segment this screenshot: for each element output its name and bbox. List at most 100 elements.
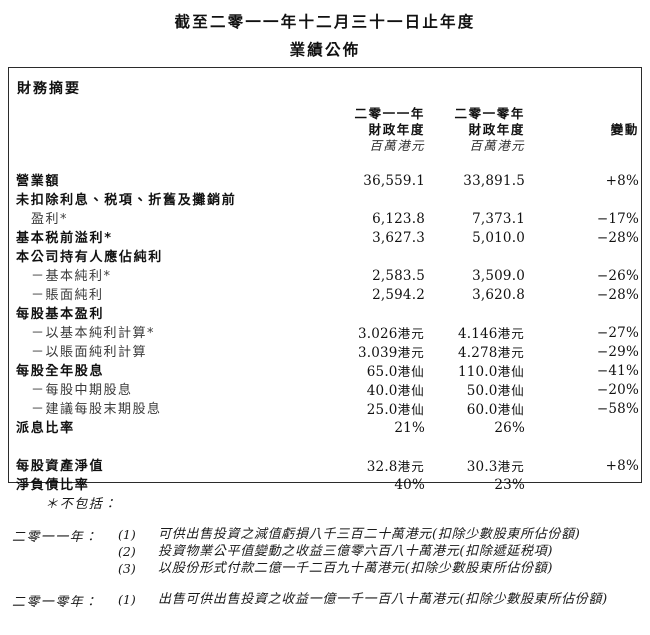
footnote-group: 二零一一年： (1) 可供出售投資之減值虧損八千三百二十萬港元(扣除少數股東所佔份額… [0, 526, 650, 577]
value-fy2010: 60.0港仙 [466, 402, 525, 418]
value-unit: 港元 [497, 345, 525, 360]
column-header-fy2010-unit: 百萬港元 [469, 138, 525, 153]
value-fy2010: 50.0港仙 [466, 383, 525, 399]
value-fy2011: 65.0港仙 [366, 364, 425, 380]
column-header-fy2010: 二零一零年 財政年度 百萬港元 [454, 106, 525, 154]
value-change: −17% [596, 211, 639, 227]
value-change: −20% [596, 382, 639, 398]
financial-summary-rows: 營業額 36,559.1 33,891.5 +8% 未扣除利息、税項、折舊及攤銷前盈利*… [9, 172, 641, 495]
table-row: －以賬面純利計算 3.039港元 4.278港元 −29% [9, 343, 641, 362]
table-row: 淨負債比率 40% 23% [9, 476, 641, 495]
column-header-fy2011-year: 二零一一年 [354, 106, 425, 121]
column-header-change: 變動 [610, 122, 639, 137]
column-header-fy2010-year: 二零一零年 [454, 106, 525, 121]
row-label: 派息比率 [16, 421, 75, 436]
row-label: 每股基本盈利 [16, 307, 105, 322]
table-row: 每股全年股息 65.0港仙 110.0港仙 −41% [9, 362, 641, 381]
table-row: －基本純利* 2,583.5 3,509.0 −26% [9, 267, 641, 286]
value-change: −29% [596, 344, 639, 360]
footnote-marker: (1) [118, 592, 136, 607]
table-row: 未扣除利息、税項、折舊及攤銷前 [9, 191, 641, 210]
value-fy2010: 7,373.1 [472, 211, 525, 227]
value-change: −58% [596, 401, 639, 417]
table-row: 每股資產淨值 32.8港元 30.3港元 +8% [9, 457, 641, 476]
row-label: 未扣除利息、税項、折舊及攤銷前 [16, 193, 237, 208]
value-fy2010: 3,509.0 [472, 268, 525, 284]
footnote-year-label: 二零一一年： [12, 530, 99, 545]
table-row: －賬面純利 2,594.2 3,620.8 −28% [9, 286, 641, 305]
value-unit: 港仙 [497, 383, 525, 398]
table-row: 每股基本盈利 [9, 305, 641, 324]
table-column-headers: 二零一一年 財政年度 百萬港元 二零一零年 財政年度 百萬港元 變動 [9, 106, 641, 168]
table-row: 本公司持有人應佔純利 [9, 248, 641, 267]
value-fy2010: 30.3港元 [466, 459, 525, 475]
value-unit: 港仙 [397, 383, 425, 398]
value-fy2011: 2,583.5 [372, 268, 425, 284]
value-fy2011: 3.026港元 [357, 326, 425, 342]
row-label: －賬面純利 [31, 288, 104, 303]
table-row-spacer [9, 438, 641, 457]
column-header-fy2011-unit: 百萬港元 [369, 138, 425, 153]
value-change: −41% [596, 363, 639, 379]
footnote-year-label: 二零一零年： [12, 595, 99, 610]
value-unit: 港元 [497, 326, 525, 341]
footnote-marker: (2) [118, 544, 136, 559]
value-fy2010: 4.278港元 [457, 345, 525, 361]
value-fy2010: 5,010.0 [472, 230, 525, 246]
table-row: 營業額 36,559.1 33,891.5 +8% [9, 172, 641, 191]
footnote-text: 可供出售投資之減值虧損八千三百二十萬港元(扣除少數股東所佔份額) [158, 527, 581, 542]
footnote-item: (2) 投資物業公平值變動之收益三億零六百八十萬港元(扣除遞延税項) [0, 543, 650, 560]
footnote-text: 以股份形式付款二億一千二百九十萬港元(扣除少數股東所佔份額) [158, 561, 554, 576]
column-header-fy2010-period: 財政年度 [468, 122, 525, 137]
footnote-list: (1) 出售可供出售投資之收益一億一千一百八十萬港元(扣除少數股東所佔份額) [0, 591, 650, 608]
table-row: 派息比率 21% 26% [9, 419, 641, 438]
value-fy2011: 40.0港仙 [366, 383, 425, 399]
row-label: 每股資產淨值 [16, 459, 105, 474]
footnote-marker: (1) [118, 527, 136, 542]
table-row: 基本税前溢利* 3,627.3 5,010.0 −28% [9, 229, 641, 248]
row-label: 盈利* [31, 212, 69, 227]
footnote-group: 二零一零年： (1) 出售可供出售投資之收益一億一千一百八十萬港元(扣除少數股東所佔… [0, 591, 650, 610]
footnotes-section: ＊不包括： 二零一一年： (1) 可供出售投資之減值虧損八千三百二十萬港元(扣除少數… [0, 493, 650, 610]
table-row: 盈利* 6,123.8 7,373.1 −17% [9, 210, 641, 229]
value-fy2011: 21% [394, 420, 425, 436]
row-label: －每股中期股息 [31, 383, 133, 398]
row-label: －以基本純利計算* [31, 326, 156, 341]
value-unit: 港元 [397, 459, 425, 474]
footnote-text: 投資物業公平值變動之收益三億零六百八十萬港元(扣除遞延税項) [158, 544, 554, 559]
table-row: －每股中期股息 40.0港仙 50.0港仙 −20% [9, 381, 641, 400]
footnote-text: 出售可供出售投資之收益一億一千一百八十萬港元(扣除少數股東所佔份額) [158, 592, 608, 607]
value-fy2011: 40% [394, 477, 425, 493]
table-row: －建議每股末期股息 25.0港仙 60.0港仙 −58% [9, 400, 641, 419]
row-label: 每股全年股息 [16, 364, 105, 379]
value-change: −26% [596, 268, 639, 284]
footnote-item: (3) 以股份形式付款二億一千二百九十萬港元(扣除少數股東所佔份額) [0, 560, 650, 577]
footnote-item: (1) 出售可供出售投資之收益一億一千一百八十萬港元(扣除少數股東所佔份額) [0, 591, 650, 608]
row-label: －基本純利* [31, 269, 112, 284]
value-fy2011: 3,627.3 [372, 230, 425, 246]
value-unit: 港仙 [497, 402, 525, 417]
value-fy2010: 110.0港仙 [457, 364, 525, 380]
document-title-line-1: 截至二零一一年十二月三十一日止年度 [174, 13, 476, 31]
value-change: −27% [596, 325, 639, 341]
financial-summary-box: 財務摘要 二零一一年 財政年度 百萬港元 二零一零年 財政年度 百萬港元 變動 … [8, 67, 642, 493]
value-fy2011: 25.0港仙 [366, 402, 425, 418]
row-label: 本公司持有人應佔純利 [16, 250, 164, 265]
value-fy2010: 23% [494, 477, 525, 493]
value-change: +8% [605, 173, 639, 189]
value-unit: 港元 [397, 326, 425, 341]
value-change: +8% [605, 458, 639, 474]
value-fy2010: 26% [494, 420, 525, 436]
footnote-marker: (3) [118, 561, 136, 576]
footnote-exclusion-label: ＊不包括： [45, 497, 119, 512]
financial-summary-heading: 財務摘要 [17, 81, 81, 97]
row-label: 基本税前溢利* [16, 231, 113, 246]
value-fy2010: 4.146港元 [457, 326, 525, 342]
value-fy2011: 36,559.1 [363, 173, 425, 189]
value-unit: 港仙 [397, 364, 425, 379]
row-label: －以賬面純利計算 [31, 345, 148, 360]
value-fy2010: 3,620.8 [472, 287, 525, 303]
column-header-fy2011-period: 財政年度 [368, 122, 425, 137]
row-label: 淨負債比率 [16, 478, 90, 493]
